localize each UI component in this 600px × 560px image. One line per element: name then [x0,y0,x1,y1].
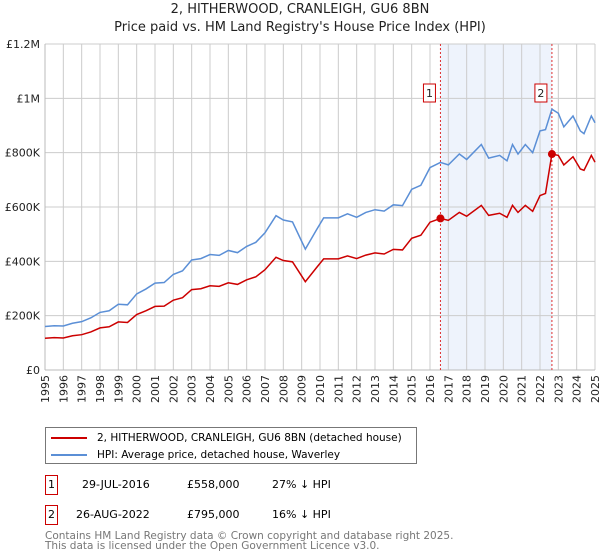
sale-date: 26-AUG-2022 [76,508,150,521]
x-tick-label: 2021 [516,375,529,403]
x-tick-label: 2006 [241,375,254,403]
legend-label: HPI: Average price, detached house, Wave… [97,449,341,461]
y-tick-label: £200K [5,310,41,323]
legend-swatch-red [51,437,87,439]
legend-item-property: 2, HITHERWOOD, CRANLEIGH, GU6 8BN (detac… [46,430,402,446]
sale-marker-label: 2 [537,87,544,100]
x-tick-label: 1995 [39,375,52,403]
x-tick-label: 2019 [479,375,492,403]
x-tick-label: 1999 [112,375,125,403]
y-tick-label: £1.2M [6,38,40,51]
x-tick-label: 1998 [94,375,107,403]
sale-row: 2 26-AUG-2022 £795,000 16% ↓ HPI [45,505,600,527]
x-tick-label: 2020 [497,375,510,403]
legend: 2, HITHERWOOD, CRANLEIGH, GU6 8BN (detac… [45,427,417,464]
legend-label: 2, HITHERWOOD, CRANLEIGH, GU6 8BN (detac… [97,432,402,444]
x-tick-label: 2003 [186,375,199,403]
y-tick-label: £1M [17,92,41,105]
x-tick-label: 2022 [534,375,547,403]
x-tick-label: 2023 [552,375,565,403]
chart-subtitle: Price paid vs. HM Land Registry's House … [114,20,486,35]
x-tick-label: 2005 [222,375,235,403]
x-tick-label: 2010 [314,375,327,403]
y-tick-label: £800K [5,147,41,160]
sale-point [436,214,445,223]
footer: Contains HM Land Registry data © Crown c… [45,530,454,552]
chart-title: 2, HITHERWOOD, CRANLEIGH, GU6 8BN [170,2,430,17]
sale-row: 1 29-JUL-2016 £558,000 27% ↓ HPI [45,475,600,497]
footer-line: Contains HM Land Registry data © Crown c… [45,530,454,542]
sale-badge: 2 [45,505,58,525]
sale-date: 29-JUL-2016 [82,478,150,491]
legend-item-hpi: HPI: Average price, detached house, Wave… [46,447,340,463]
sale-marker-label: 1 [426,87,433,100]
sale-price: £795,000 [187,508,240,521]
sale-hpi-diff: 27% ↓ HPI [272,478,331,491]
x-tick-label: 2004 [204,375,217,403]
x-tick-label: 2017 [442,375,455,403]
hpi-line [44,108,596,328]
sale-badge: 1 [45,475,58,495]
x-tick-label: 1996 [57,375,70,403]
y-tick-label: £0 [26,364,40,377]
legend-swatch-blue [51,454,87,456]
x-tick-label: 2013 [369,375,382,403]
x-tick-label: 2002 [167,375,180,403]
x-tick-label: 2014 [387,375,400,403]
plot-area: 1995 1996 1997 1998 1999 2000 2001 2002 2003 2004… [5,38,600,403]
x-tick-label: 1997 [76,375,89,403]
y-tick-label: £600K [5,201,41,214]
footer-line: This data is licensed under the Open Gov… [45,540,380,552]
x-tick-label: 2018 [461,375,474,403]
sale-marker-box [422,83,436,103]
x-tick-label: 2012 [351,375,364,403]
sale-hpi-diff: 16% ↓ HPI [272,508,331,521]
sale-marker-box [534,83,548,103]
x-tick-label: 2008 [277,375,290,403]
x-tick-label: 2024 [571,375,584,403]
x-tick-label: 2011 [332,375,345,403]
x-tick-label: 2000 [131,375,144,403]
x-tick-label: 2015 [406,375,419,403]
x-tick-label: 2009 [296,375,309,403]
sale-point [547,150,556,159]
x-tick-label: 2016 [424,375,437,403]
y-tick-label: £400K [5,255,41,268]
sale-price: £558,000 [187,478,240,491]
property-line [44,153,596,339]
x-tick-label: 2025 [589,375,600,403]
x-tick-label: 2007 [259,375,272,403]
x-tick-label: 2001 [149,375,162,403]
